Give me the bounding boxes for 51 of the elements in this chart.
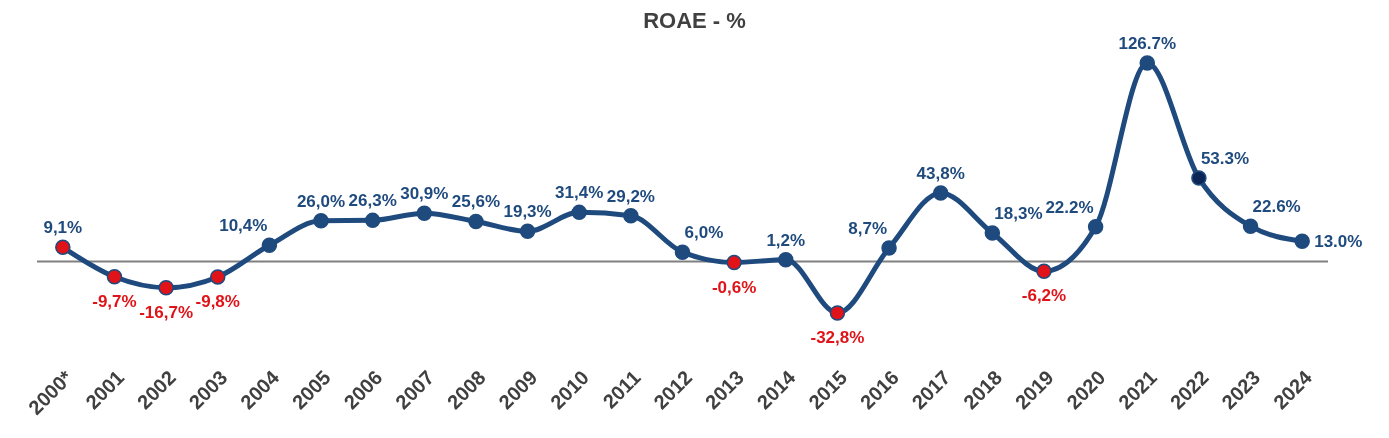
point: [416, 205, 433, 221]
point: [1087, 219, 1104, 235]
data-label: 53.3%: [1200, 149, 1250, 169]
point: [1139, 55, 1156, 71]
point: [571, 204, 587, 221]
data-label: 19,3%: [503, 202, 552, 222]
point: [674, 244, 691, 260]
point: [55, 239, 71, 256]
data-label: -32,8%: [810, 328, 865, 347]
data-label: 26,3%: [348, 191, 397, 211]
data-label: 9,1%: [43, 218, 83, 238]
point: [726, 254, 742, 271]
point: [778, 251, 794, 268]
data-label: 43,8%: [916, 163, 965, 183]
data-label: 6,0%: [684, 223, 724, 243]
point: [468, 213, 484, 230]
point: [1294, 233, 1310, 249]
data-label: 13.0%: [1314, 232, 1363, 252]
point: [1242, 218, 1259, 234]
data-label: -9,8%: [195, 291, 240, 311]
data-label: 31,4%: [555, 183, 604, 203]
data-label: 18,3%: [994, 203, 1043, 223]
data-label: -6,2%: [1021, 286, 1067, 306]
data-label: -0,6%: [711, 277, 757, 297]
data-label: 8,7%: [848, 218, 888, 238]
point: [1191, 170, 1207, 186]
data-label: -9,7%: [92, 291, 137, 311]
data-label: 1,2%: [766, 230, 806, 250]
point: [158, 280, 174, 296]
chart-title: ROAE - %: [642, 8, 747, 34]
point: [623, 208, 639, 224]
point: [519, 223, 536, 240]
point: [881, 240, 897, 256]
point: [313, 213, 329, 229]
data-label: 22.6%: [1252, 197, 1301, 217]
data-label: 29,2%: [606, 186, 655, 206]
point: [829, 305, 846, 321]
data-label: 10,4%: [219, 216, 268, 236]
data-label: 22.2%: [1045, 197, 1094, 217]
data-label: 30,9%: [400, 184, 449, 204]
point: [106, 269, 123, 285]
point: [984, 225, 1001, 241]
point: [261, 237, 278, 254]
point: [209, 269, 226, 285]
point: [364, 212, 381, 229]
point: [1036, 263, 1052, 280]
data-label: 25,6%: [451, 192, 501, 212]
point: [932, 185, 949, 201]
data-label: -16,7%: [139, 302, 194, 322]
data-label: 26,0%: [296, 191, 346, 211]
data-label: 126.7%: [1118, 34, 1177, 53]
